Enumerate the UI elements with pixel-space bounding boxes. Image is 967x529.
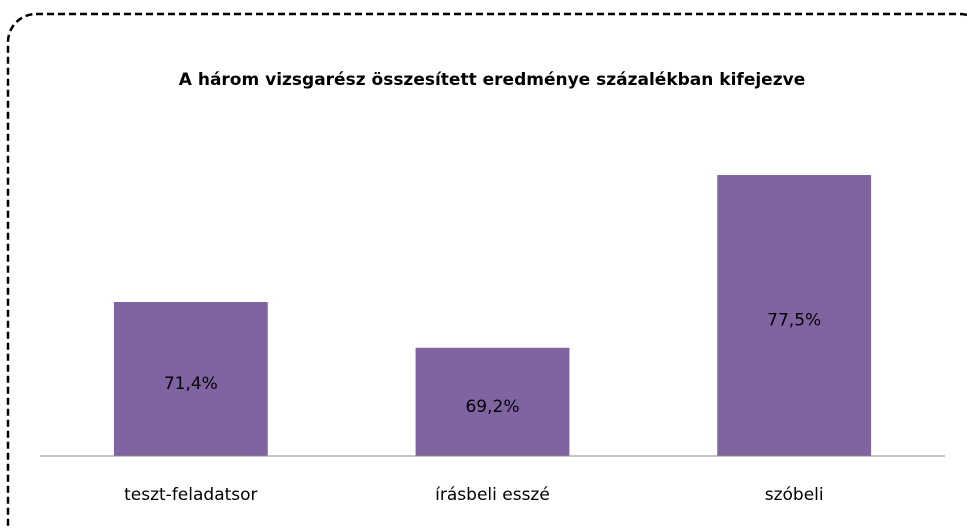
bar <box>717 175 872 456</box>
x-tick-label: írásbeli esszé <box>435 485 550 505</box>
data-label: 69,2% <box>465 397 519 417</box>
chart-title: A három vizsgarész összesített eredménye… <box>179 70 805 90</box>
bar <box>113 301 268 456</box>
data-label: 77,5% <box>767 311 821 331</box>
x-tick-label: teszt-feladatsor <box>124 485 257 505</box>
bar <box>415 347 570 456</box>
data-label: 71,4% <box>164 374 218 394</box>
chart-border <box>6 12 967 529</box>
x-tick-label: szóbeli <box>765 485 824 505</box>
